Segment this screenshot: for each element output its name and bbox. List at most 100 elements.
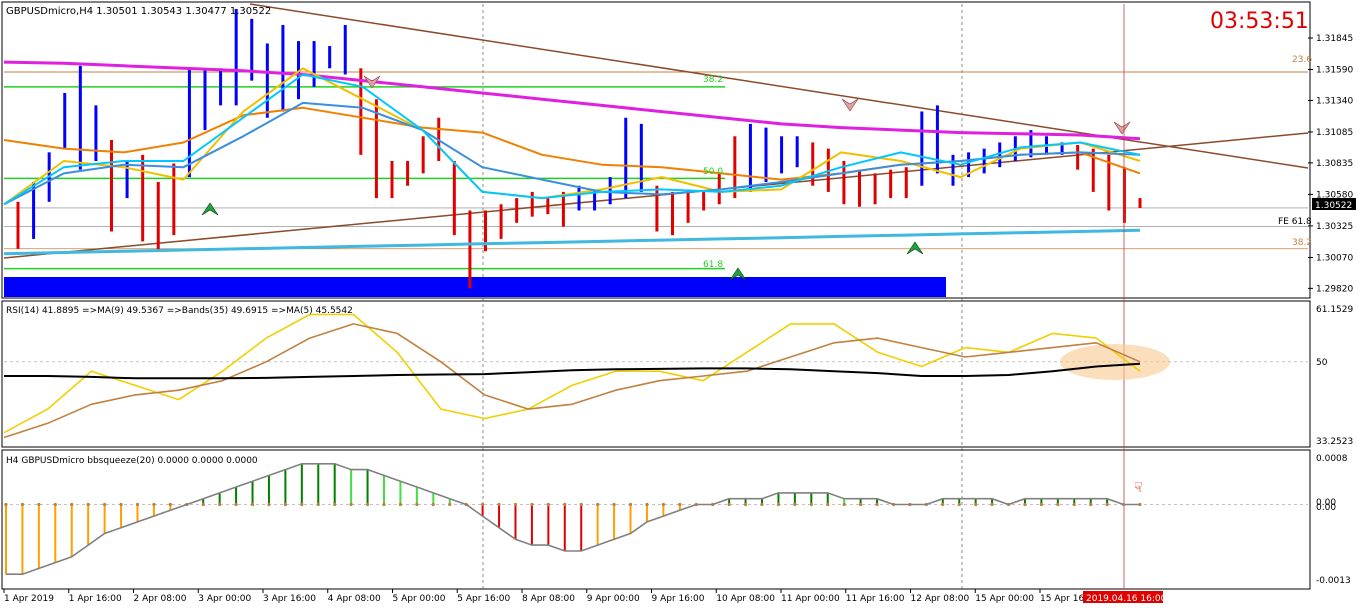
rsi-info-label: RSI(14) 41.8895 =>MA(9) 49.5367 =>Bands(… <box>6 306 353 316</box>
squeeze-dot <box>103 502 107 507</box>
squeeze-dot <box>530 502 534 507</box>
time-tick-label: 1 Apr 2019 <box>4 594 54 604</box>
main-tick-label: 1.30580 <box>1316 190 1353 200</box>
squeeze-dot <box>941 502 945 507</box>
moving-average-ma_slow <box>3 60 1141 141</box>
squeeze-dot <box>612 502 616 507</box>
moving-average-ma_yellow <box>3 67 1141 206</box>
buy-arrow-icon <box>906 241 924 255</box>
time-tick-label: 2 Apr 08:00 <box>134 594 187 604</box>
squeeze-tick-label: 0.00 <box>1316 498 1336 508</box>
squeeze-dot <box>168 502 172 507</box>
squeeze-dot <box>135 502 140 507</box>
sell-arrow-icon <box>363 75 381 89</box>
time-tick-label: 10 Apr 08:00 <box>716 594 775 604</box>
squeeze-dot <box>267 502 271 507</box>
time-tick-label: 5 Apr 00:00 <box>393 594 446 604</box>
squeeze-dot <box>382 502 386 507</box>
squeeze-dot <box>234 502 238 507</box>
time-tick-label: 15 Apr 00:00 <box>975 594 1034 604</box>
sell-arrow-icon <box>1113 121 1131 135</box>
main-tick-label: 1.31845 <box>1316 34 1353 44</box>
main-tick-label: 1.30070 <box>1316 253 1353 263</box>
time-tick-label: 15 Apr 16:00 <box>1040 594 1099 604</box>
squeeze-dot <box>37 502 41 507</box>
time-tick-label: 3 Apr 00:00 <box>198 594 251 604</box>
squeeze-dot <box>957 502 961 507</box>
fib-38-right-label: 38.2 <box>1292 238 1312 248</box>
buy-arrow-icon <box>201 202 219 216</box>
squeeze-dot <box>398 502 403 507</box>
vertical-grid <box>482 4 963 589</box>
squeeze-dot <box>349 502 353 507</box>
squeeze-dot <box>743 502 748 507</box>
fib-23-right-label: 23.6 <box>1292 55 1312 65</box>
blue-zone <box>4 277 946 297</box>
rsi-line-rsi_band <box>4 362 1141 380</box>
fib-38-label: 38.2 <box>703 75 723 85</box>
axis-labels: 1.31845 1.31590 1.31340 1.31085 1.30835 1.305… <box>3 34 1353 604</box>
trend-line-down <box>249 3 1309 169</box>
time-tick-label: 8 Apr 08:00 <box>522 594 575 604</box>
squeeze-dot <box>431 502 435 507</box>
fe-61-label: FE 61.8 <box>1278 217 1312 227</box>
squeeze-dot <box>579 502 583 507</box>
squeeze-dot <box>563 502 567 507</box>
time-tick-label: 12 Apr 08:00 <box>911 594 970 604</box>
squeeze-dot <box>20 502 25 507</box>
time-tick-label: 4 Apr 08:00 <box>328 594 381 604</box>
rsi-layers <box>3 313 1308 439</box>
squeeze-dot <box>1089 502 1093 507</box>
squeeze-dot <box>859 502 863 507</box>
main-layers <box>3 3 1309 589</box>
squeeze-dot <box>365 502 370 507</box>
squeeze-dot <box>283 502 287 507</box>
squeeze-dot <box>415 502 419 507</box>
rsi-highlight <box>1060 344 1170 380</box>
current-price-label: 1.30522 <box>1315 201 1352 211</box>
time-tick-label: 9 Apr 00:00 <box>587 594 640 604</box>
squeeze-dot <box>4 502 8 507</box>
squeeze-dot <box>1056 502 1060 507</box>
squeeze-dot <box>119 502 123 507</box>
squeeze-dot <box>70 502 74 507</box>
rsi-tick-label: 50 <box>1316 358 1328 368</box>
time-tick-label: 9 Apr 16:00 <box>652 594 705 604</box>
rsi-tick-label: 33.2523 <box>1316 437 1353 447</box>
squeeze-dot <box>201 502 205 507</box>
squeeze-dot <box>1072 502 1076 507</box>
time-tick-label: 3 Apr 16:00 <box>263 594 316 604</box>
squeeze-dot <box>793 502 797 507</box>
current-time-tag <box>1083 591 1163 603</box>
squeeze-dot <box>53 502 57 507</box>
current-time-label: 2019.04.16 16:00 <box>1086 594 1167 604</box>
squeeze-dot <box>497 502 501 507</box>
squeeze-dot <box>1039 502 1043 507</box>
squeeze-dot <box>481 502 485 507</box>
squeeze-dot <box>875 502 879 507</box>
squeeze-dot <box>776 502 781 507</box>
squeeze-dot <box>448 502 452 507</box>
squeeze-dot <box>546 502 550 507</box>
moving-average-ma_long <box>3 228 1141 256</box>
squeeze-dot <box>809 502 813 507</box>
squeeze-tick-label: -0.0013 <box>1316 576 1351 586</box>
squeeze-dot <box>300 502 304 507</box>
squeeze-info-label: H4 GBPUSDmicro bbsqueeze(20) 0.0000 0.00… <box>6 456 258 466</box>
squeeze-tick-label: 0.00 <box>1316 503 1336 513</box>
squeeze-dot <box>316 502 320 507</box>
moving-average-ma_mid <box>3 101 1141 206</box>
main-info-label: GBPUSDmicro,H4 1.30501 1.30543 1.30477 1… <box>6 6 271 17</box>
squeeze-dot <box>974 502 978 507</box>
fib-61-label: 61.8 <box>703 260 723 270</box>
time-tick-label: 11 Apr 16:00 <box>846 594 905 604</box>
current-price-tag <box>1312 198 1356 210</box>
squeeze-dot <box>727 502 731 507</box>
squeeze-layers: ☟ <box>4 463 1308 575</box>
main-tick-label: 1.31590 <box>1316 66 1353 76</box>
squeeze-dot <box>678 502 682 507</box>
squeeze-dot <box>842 502 846 507</box>
fib-50-label: 50.0 <box>703 167 723 177</box>
time-tick-label: 5 Apr 16:00 <box>457 594 510 604</box>
